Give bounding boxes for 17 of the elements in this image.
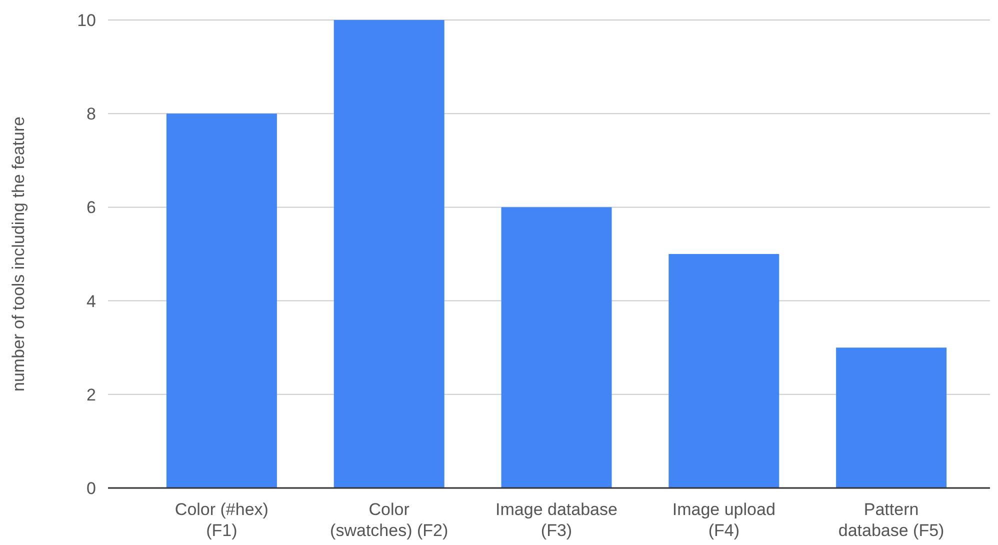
bar [668,254,780,488]
bar [836,348,947,488]
y-tick-label: 6 [86,198,96,218]
x-tick-label: Pattern database (F5) [838,500,944,540]
x-tick-label: Image upload (F4) [672,500,776,540]
y-tick-label: 0 [86,478,96,498]
y-tick-label: 8 [86,104,96,124]
bar [501,207,612,488]
bar [334,20,444,488]
y-tick-label: 2 [86,385,96,404]
x-tick-label: Color (swatches) (F2) [330,500,448,540]
y-tick-label: 4 [86,292,96,311]
y-axis-title: number of tools including the feature [9,116,28,392]
bar [166,114,277,488]
x-tick-label: Image database (F3) [496,500,618,540]
y-tick-label: 10 [77,10,96,30]
x-tick-label: Color (#hex) (F1) [174,500,268,540]
